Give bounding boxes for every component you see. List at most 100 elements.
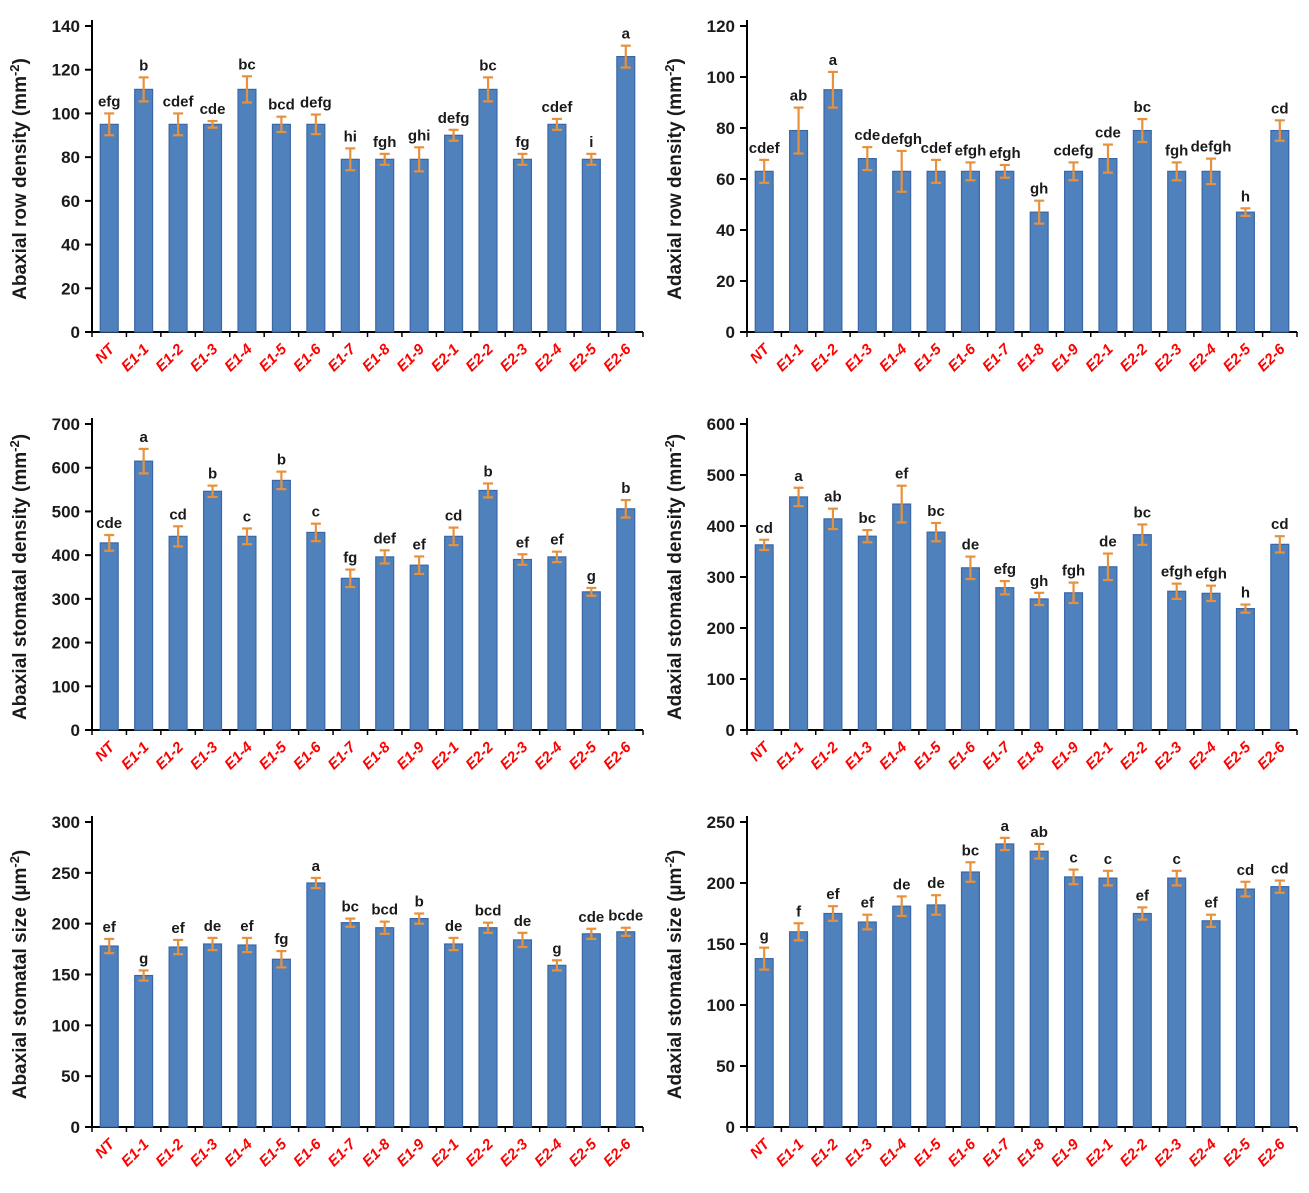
- sig-letter-E2-5: i: [589, 134, 593, 151]
- sig-letter-E1-1: f: [796, 903, 802, 920]
- bar-E1-4: [892, 503, 912, 731]
- y-tick-label: 200: [707, 619, 735, 638]
- bar-E1-3: [202, 123, 223, 333]
- sig-letter-E2-3: fgh: [1165, 142, 1188, 159]
- y-tick-label: 60: [61, 192, 80, 211]
- x-tick-label-E2-1: E2-1: [1082, 1136, 1116, 1170]
- x-tick-label-E1-2: E1-2: [807, 738, 842, 773]
- bar-E1-8: [375, 927, 395, 1128]
- chart-abaxial-row-density: 0 20 40 60 80 100 120 140 efg NT b E1-1 cdef E1-2 cde E…: [7, 17, 644, 375]
- y-tick-label: 50: [716, 1057, 735, 1076]
- chart-abaxial-stomatal-density: 0 100 200 300 400 500 600 700 cde NT a E1-1 cd E1-2 b E…: [7, 415, 644, 773]
- sig-letter-E1-3: bc: [859, 510, 877, 527]
- bar-E1-1: [134, 974, 154, 1128]
- x-tick-label-E2-5: E2-5: [566, 1135, 601, 1170]
- sig-letter-E1-9: b: [415, 894, 424, 911]
- bar-E1-7: [995, 587, 1015, 731]
- y-tick-label: 0: [726, 721, 735, 740]
- sig-letter-NT: cde: [96, 515, 122, 532]
- x-tick-label-E2-1: E2-1: [428, 739, 462, 773]
- bar-NT: [754, 170, 774, 333]
- x-tick-label-E2-4: E2-4: [531, 738, 566, 773]
- bar-E1-3: [857, 158, 877, 333]
- x-tick-label-E1-5: E1-5: [910, 1135, 945, 1170]
- y-axis-title: Abaxial stomatal size (µm-2): [7, 850, 31, 1100]
- sig-letter-E1-5: bcd: [268, 97, 295, 114]
- sig-letter-E1-8: bcd: [371, 902, 398, 919]
- x-tick-label-E2-1: E2-1: [428, 341, 462, 375]
- x-tick-label-E1-4: E1-4: [876, 1135, 911, 1170]
- sig-letter-E2-6: a: [622, 26, 631, 43]
- sig-letter-E2-3: ef: [516, 534, 530, 551]
- bar-E1-2: [823, 518, 843, 731]
- x-tick-label-E1-4: E1-4: [876, 738, 911, 773]
- y-tick-label: 250: [52, 864, 80, 883]
- bar-E2-1: [444, 134, 464, 333]
- sig-letter-E1-9: fgh: [1062, 563, 1085, 580]
- x-tick-label-E1-8: E1-8: [359, 340, 394, 375]
- x-tick-label-E1-1: E1-1: [118, 739, 152, 773]
- x-tick-label-E2-5: E2-5: [1220, 340, 1255, 375]
- x-tick-label-E1-9: E1-9: [394, 738, 429, 773]
- bar-E1-2: [823, 89, 843, 333]
- sig-letter-E2-6: bcde: [608, 908, 643, 925]
- sig-letter-E1-3: b: [208, 466, 217, 483]
- sig-letter-E1-7: efgh: [989, 145, 1021, 162]
- sig-letter-E1-2: cd: [169, 506, 187, 523]
- sig-letter-E2-2: b: [483, 463, 492, 480]
- x-tick-label-E1-7: E1-7: [325, 340, 360, 375]
- y-tick-label: 250: [707, 813, 735, 832]
- sig-letter-NT: ef: [103, 919, 117, 936]
- sig-letter-E1-4: de: [893, 876, 911, 893]
- x-tick-label-E1-3: E1-3: [842, 340, 877, 375]
- y-tick-label: 0: [726, 1118, 735, 1137]
- chart-adaxial-stomatal-size: 0 50 100 150 200 250 g NT f E1-1 ef E1-2 ef E1-3 de E1-…: [662, 813, 1298, 1170]
- sig-letter-E1-7: hi: [344, 128, 357, 145]
- x-tick-label-E2-2: E2-2: [1117, 340, 1152, 375]
- bar-E2-4: [547, 123, 567, 333]
- y-tick-label: 80: [61, 148, 80, 167]
- y-tick-label: 50: [61, 1067, 80, 1086]
- bar-E2-4: [1201, 592, 1221, 731]
- sig-letter-E2-2: bc: [1134, 99, 1152, 116]
- bar-E2-5: [1235, 888, 1255, 1128]
- x-tick-label-E1-6: E1-6: [945, 738, 980, 773]
- y-axis-title: Abaxial row density (mm-2): [7, 58, 31, 300]
- x-tick-label-E1-7: E1-7: [979, 738, 1014, 773]
- x-tick-label-E1-3: E1-3: [187, 738, 222, 773]
- x-tick-label-E1-3: E1-3: [187, 340, 222, 375]
- bar-E2-3: [1167, 590, 1187, 731]
- y-tick-label: 0: [71, 1118, 80, 1137]
- y-tick-label: 0: [71, 323, 80, 342]
- sig-letter-E1-6: bc: [962, 842, 980, 859]
- bar-E1-5: [926, 904, 946, 1128]
- x-tick-label-E1-5: E1-5: [910, 340, 945, 375]
- x-tick-label-NT: NT: [92, 738, 119, 765]
- bar-E1-8: [375, 556, 395, 731]
- sig-letter-E1-3: cde: [854, 127, 880, 144]
- bar-E2-4: [1201, 170, 1221, 333]
- x-tick-label-E2-3: E2-3: [1151, 340, 1186, 375]
- x-tick-label-E2-3: E2-3: [1151, 1135, 1186, 1170]
- x-tick-label-E1-2: E1-2: [152, 738, 187, 773]
- bar-E1-6: [960, 170, 980, 333]
- bar-E1-2: [168, 535, 188, 731]
- x-tick-label-E1-8: E1-8: [359, 1135, 394, 1170]
- sig-letter-E1-7: fg: [343, 550, 357, 567]
- x-tick-label-E2-6: E2-6: [1254, 1135, 1289, 1170]
- y-tick-label: 400: [707, 517, 735, 536]
- bar-NT: [754, 544, 774, 731]
- x-tick-label-E1-2: E1-2: [152, 1135, 187, 1170]
- sig-letter-E1-6: a: [312, 858, 321, 875]
- x-tick-label-E1-9: E1-9: [394, 1135, 429, 1170]
- sig-letter-E2-5: g: [587, 568, 596, 585]
- y-axis-title: Adaxial stomatal size (µm-2): [662, 850, 686, 1100]
- x-tick-label-E1-9: E1-9: [1048, 340, 1083, 375]
- y-tick-label: 200: [52, 915, 80, 934]
- bar-E1-7: [995, 843, 1015, 1128]
- bar-E2-1: [444, 535, 464, 731]
- sig-letter-E1-8: ab: [1030, 824, 1048, 841]
- bar-E2-1: [1098, 158, 1118, 333]
- x-tick-label-E2-6: E2-6: [600, 738, 635, 773]
- x-tick-label-E1-5: E1-5: [256, 1135, 291, 1170]
